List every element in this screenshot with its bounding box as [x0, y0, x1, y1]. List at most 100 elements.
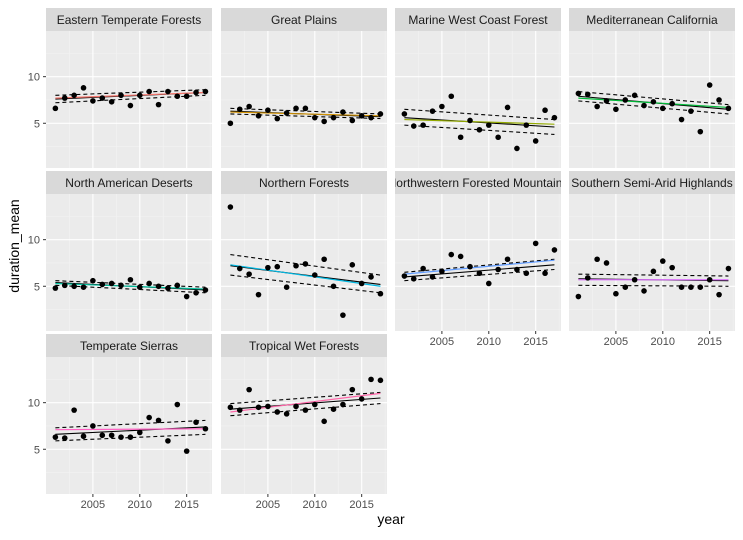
data-point — [265, 264, 271, 271]
data-point — [80, 85, 87, 91]
data-point — [420, 122, 426, 128]
data-point — [108, 280, 115, 287]
x-tick-label: 2015 — [174, 499, 198, 511]
panel-background — [569, 194, 735, 331]
data-point — [420, 265, 426, 272]
data-point — [659, 258, 666, 264]
data-point — [457, 253, 464, 260]
fit-line — [230, 397, 381, 410]
facet-panel: Tropical Wet Forests 2005 2010 2015 — [221, 334, 387, 511]
data-point — [227, 204, 234, 210]
facet-strip — [221, 171, 387, 194]
data-point — [429, 274, 436, 280]
data-point — [108, 432, 115, 439]
facet-strip — [569, 8, 735, 31]
data-point — [136, 429, 143, 436]
data-point — [155, 417, 162, 424]
y-tick-label: 5 — [34, 281, 40, 293]
data-point — [155, 101, 162, 108]
data-point — [514, 145, 520, 152]
data-point — [650, 99, 657, 105]
data-point — [108, 99, 115, 105]
data-point — [321, 256, 327, 263]
data-point — [377, 111, 384, 117]
data-point — [52, 285, 59, 291]
data-point — [71, 407, 77, 413]
data-point — [174, 282, 181, 289]
data-point — [485, 280, 492, 287]
data-point — [613, 106, 619, 113]
x-tick-label: 2015 — [349, 499, 373, 511]
facet-panel: Great Plains — [221, 8, 387, 168]
data-point — [61, 95, 68, 101]
facet-strip — [221, 334, 387, 357]
facet-panel: Southern Semi-Arid Highlands 2005 2010 2015 — [569, 171, 735, 348]
data-point — [504, 256, 511, 263]
data-point — [311, 401, 318, 408]
x-tick-label: 2010 — [128, 499, 152, 511]
data-point — [265, 107, 271, 114]
facet-panel: North American Deserts 5 10 — [28, 171, 212, 331]
facet-panel: Marine West Coast Forest — [395, 8, 561, 168]
data-point — [127, 276, 134, 283]
trend-line — [55, 428, 206, 431]
data-point — [165, 285, 171, 291]
data-point — [155, 283, 162, 290]
data-point — [448, 251, 455, 258]
data-point — [410, 276, 417, 282]
data-point — [99, 95, 106, 101]
x-tick-label: 2005 — [81, 499, 105, 511]
facet-strip-label: Temperate Sierras — [80, 339, 178, 353]
data-point — [485, 122, 492, 128]
x-tick-label: 2015 — [697, 336, 721, 348]
data-point — [136, 284, 143, 290]
trend-line — [230, 264, 381, 287]
facet-strip — [46, 334, 212, 357]
data-point — [439, 103, 445, 110]
data-point — [255, 404, 262, 411]
data-point — [99, 432, 106, 439]
data-point — [236, 106, 243, 113]
data-point — [90, 98, 96, 104]
data-point — [293, 262, 299, 269]
data-point — [146, 280, 152, 287]
data-point — [514, 266, 520, 273]
facet-strip — [395, 8, 561, 31]
data-point — [99, 281, 106, 288]
data-point — [678, 284, 685, 290]
panel-background — [46, 194, 212, 331]
data-point — [340, 401, 346, 408]
data-point — [274, 409, 281, 415]
facet-panel: Northern Forests — [221, 171, 387, 331]
trend-line — [55, 91, 206, 99]
data-point — [659, 105, 666, 112]
data-point — [716, 97, 722, 103]
facet-strip-label: North American Deserts — [65, 176, 192, 190]
data-point — [165, 88, 171, 95]
data-point — [52, 434, 59, 440]
data-point — [523, 122, 530, 128]
data-point — [183, 448, 190, 454]
data-point — [71, 92, 77, 99]
data-point — [358, 396, 365, 402]
x-tick-label: 2010 — [303, 499, 327, 511]
data-point — [542, 107, 548, 114]
data-point — [603, 260, 610, 266]
y-tick-label: 10 — [28, 398, 40, 410]
data-point — [202, 425, 209, 432]
data-point — [678, 116, 685, 123]
data-point — [165, 438, 171, 444]
data-point — [594, 103, 600, 110]
data-point — [146, 88, 152, 95]
y-tick-label: 5 — [34, 118, 40, 130]
facet-strip — [46, 8, 212, 31]
data-point — [377, 377, 384, 384]
data-point — [183, 293, 190, 300]
x-tick-label: 2010 — [651, 336, 675, 348]
data-point — [302, 407, 309, 413]
data-point — [236, 407, 243, 413]
data-point — [467, 117, 473, 124]
trend-line — [230, 111, 381, 117]
